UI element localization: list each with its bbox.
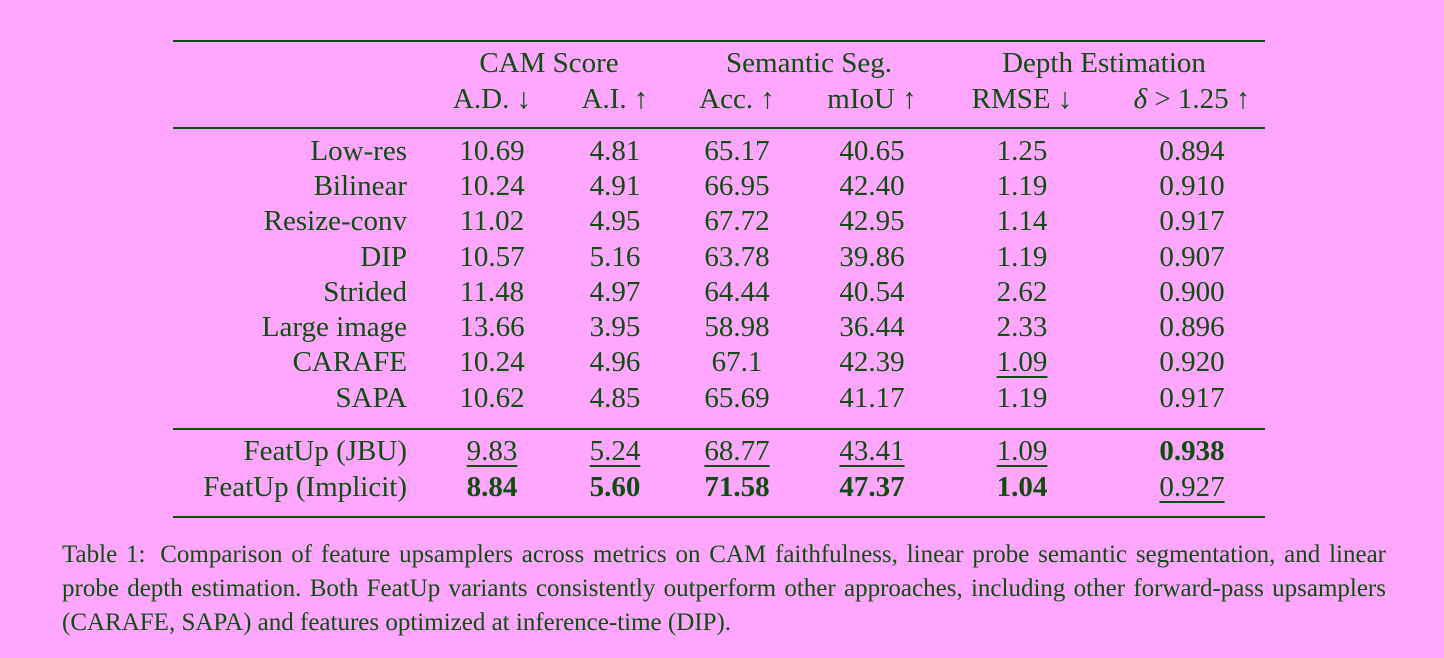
- delta-threshold: > 1.25 ↑: [1147, 83, 1251, 115]
- table-cell: 0.896: [1159, 311, 1225, 343]
- row-method-label: Bilinear: [313, 170, 407, 202]
- table-cell: 8.84: [466, 471, 518, 503]
- group-header-depth-estimation: Depth Estimation: [1002, 47, 1206, 79]
- table-cell: 0.910: [1159, 170, 1225, 202]
- table-cell: 42.39: [839, 346, 905, 378]
- top-rule: [173, 40, 1265, 42]
- group-header-cam-score: CAM Score: [479, 47, 619, 79]
- row-method-label: Strided: [323, 276, 407, 308]
- table-cell: 42.95: [839, 205, 905, 237]
- table-cell: 10.69: [459, 135, 525, 167]
- row-method-label: DIP: [360, 241, 407, 273]
- table-cell: 0.938: [1159, 435, 1225, 467]
- row-method-label: Low-res: [310, 135, 407, 167]
- table-cell: 2.33: [996, 311, 1048, 343]
- table-cell: 4.96: [589, 346, 641, 378]
- delta-symbol: δ: [1133, 83, 1148, 115]
- table-cell: 39.86: [839, 241, 905, 273]
- table-cell: 41.17: [839, 382, 905, 414]
- column-header-delta: δ > 1.25 ↑: [1134, 82, 1251, 116]
- table-cell: 0.917: [1159, 205, 1225, 237]
- table-cell: 1.19: [996, 170, 1048, 202]
- table-cell: 4.85: [589, 382, 641, 414]
- table-cell: 4.91: [589, 170, 641, 202]
- table-cell: 10.57: [459, 241, 525, 273]
- table-cell: 9.83: [466, 435, 518, 467]
- table-cell: 10.24: [459, 346, 525, 378]
- table-cell: 0.927: [1159, 471, 1225, 503]
- table-cell: 1.04: [996, 471, 1048, 503]
- table-cell: 5.24: [589, 435, 641, 467]
- table-cell: 1.19: [996, 241, 1048, 273]
- table-cell: 43.41: [839, 435, 905, 467]
- table-cell: 10.24: [459, 170, 525, 202]
- table-cell: 0.894: [1159, 135, 1225, 167]
- table-cell: 40.54: [839, 276, 905, 308]
- table-cell: 4.95: [589, 205, 641, 237]
- table-cell: 5.16: [589, 241, 641, 273]
- table-cell: 5.60: [589, 471, 641, 503]
- table-cell: 0.907: [1159, 241, 1225, 273]
- row-method-label: FeatUp (JBU): [243, 435, 407, 467]
- table-cell: 0.920: [1159, 346, 1225, 378]
- row-method-label: Resize-conv: [263, 205, 407, 237]
- table-cell: 4.81: [589, 135, 641, 167]
- table-cell: 1.14: [996, 205, 1048, 237]
- table-cell: 42.40: [839, 170, 905, 202]
- caption-text: Comparison of feature upsamplers across …: [62, 541, 1386, 636]
- table-cell: 0.917: [1159, 382, 1225, 414]
- table-cell: 65.17: [704, 135, 770, 167]
- caption-label: Table 1:: [62, 541, 146, 568]
- table-cell: 1.09: [996, 435, 1048, 467]
- table-cell: 13.66: [459, 311, 525, 343]
- row-method-label: FeatUp (Implicit): [203, 471, 407, 503]
- table-cell: 64.44: [704, 276, 770, 308]
- header-rule: [173, 127, 1265, 129]
- table-caption: Table 1: Comparison of feature upsampler…: [62, 538, 1386, 640]
- table-cell: 1.25: [996, 135, 1048, 167]
- table-cell: 11.48: [459, 276, 525, 308]
- table-cell: 63.78: [704, 241, 770, 273]
- table-cell: 67.72: [704, 205, 770, 237]
- table-cell: 47.37: [839, 471, 905, 503]
- table-cell: 58.98: [704, 311, 770, 343]
- table-cell: 71.58: [704, 471, 770, 503]
- column-header-acc: Acc. ↑: [699, 83, 775, 115]
- row-method-label: Large image: [261, 311, 407, 343]
- table-cell: 10.62: [459, 382, 525, 414]
- table-cell: 40.65: [839, 135, 905, 167]
- table-cell: 2.62: [996, 276, 1048, 308]
- table-cell: 36.44: [839, 311, 905, 343]
- table-cell: 68.77: [704, 435, 770, 467]
- column-header-ad: A.D. ↓: [452, 83, 532, 115]
- table-cell: 1.09: [996, 346, 1048, 378]
- featup-separator-rule: [173, 428, 1265, 430]
- group-header-semantic-seg: Semantic Seg.: [726, 47, 892, 79]
- table-cell: 65.69: [704, 382, 770, 414]
- table-cell: 11.02: [459, 205, 525, 237]
- table-cell: 67.1: [711, 346, 763, 378]
- table-cell: 0.900: [1159, 276, 1225, 308]
- column-header-miou: mIoU ↑: [827, 83, 917, 115]
- row-method-label: SAPA: [335, 382, 407, 414]
- row-method-label: CARAFE: [292, 346, 407, 378]
- table-cell: 1.19: [996, 382, 1048, 414]
- table-cell: 4.97: [589, 276, 641, 308]
- table-cell: 66.95: [704, 170, 770, 202]
- bottom-rule: [173, 516, 1265, 518]
- column-header-ai: A.I. ↑: [581, 83, 649, 115]
- table-cell: 3.95: [589, 311, 641, 343]
- column-header-rmse: RMSE ↓: [971, 83, 1073, 115]
